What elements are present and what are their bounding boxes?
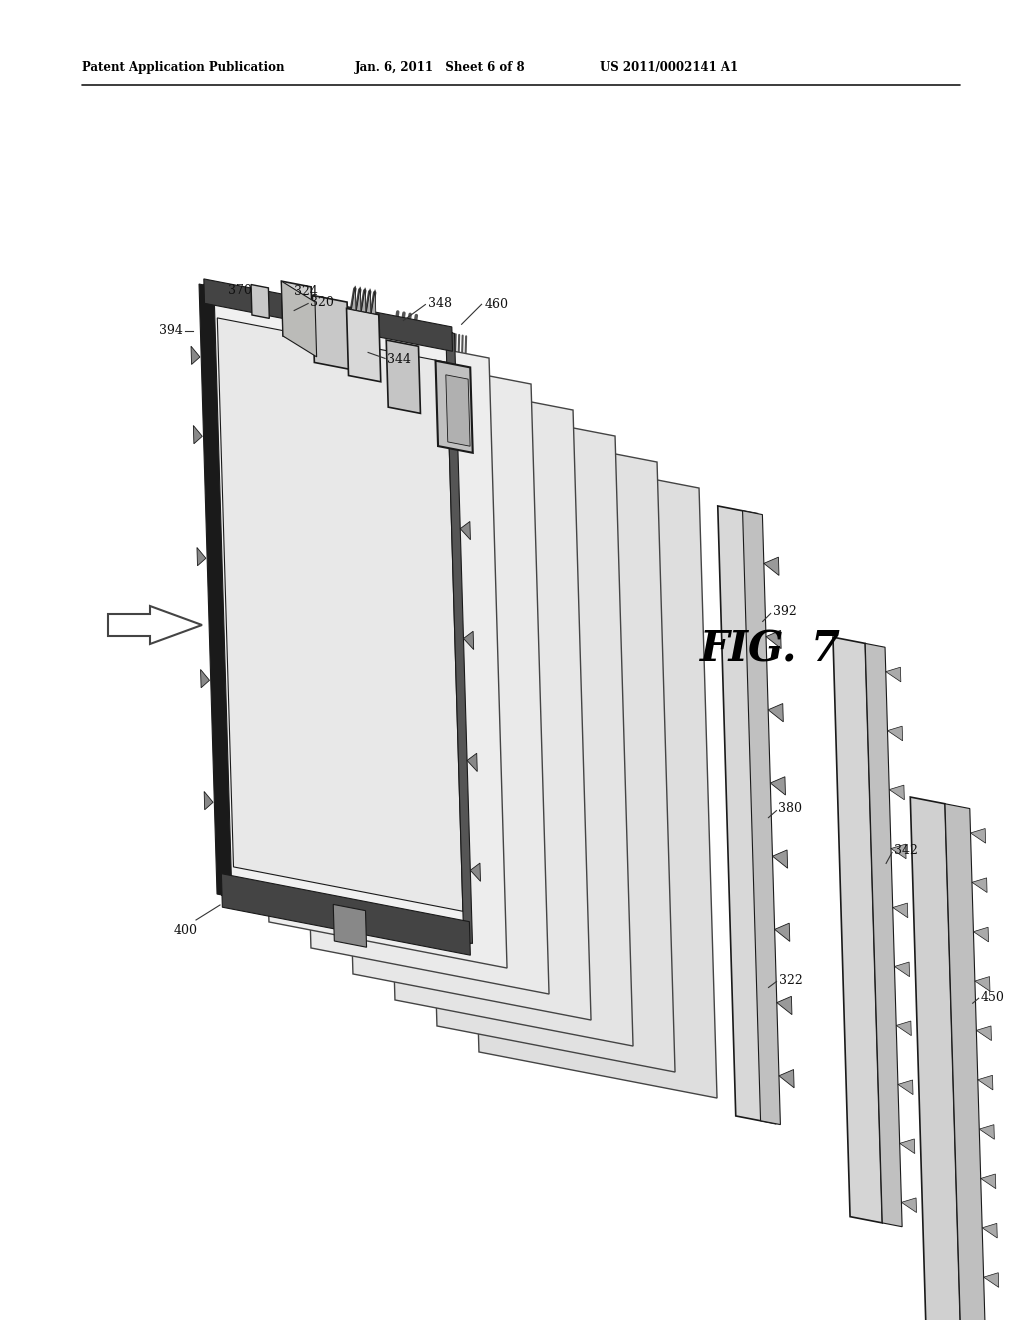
Polygon shape <box>764 557 779 576</box>
Text: 348: 348 <box>428 297 453 310</box>
Polygon shape <box>464 631 474 649</box>
Polygon shape <box>894 962 909 977</box>
Polygon shape <box>901 1199 916 1213</box>
Polygon shape <box>197 548 206 566</box>
Polygon shape <box>772 850 787 869</box>
Polygon shape <box>865 643 902 1226</box>
Polygon shape <box>768 704 783 722</box>
Polygon shape <box>356 286 360 312</box>
Polygon shape <box>194 425 203 444</box>
Text: 322: 322 <box>778 974 802 987</box>
Polygon shape <box>888 726 902 741</box>
Polygon shape <box>886 667 901 682</box>
Polygon shape <box>251 312 507 968</box>
Polygon shape <box>984 1272 998 1287</box>
Polygon shape <box>889 785 904 800</box>
Text: 342: 342 <box>894 843 918 857</box>
Polygon shape <box>204 279 453 351</box>
Text: 394: 394 <box>159 325 182 338</box>
Polygon shape <box>419 416 675 1072</box>
Polygon shape <box>293 338 549 994</box>
Polygon shape <box>351 286 356 310</box>
Polygon shape <box>978 1076 993 1090</box>
Polygon shape <box>199 284 231 896</box>
Polygon shape <box>910 797 963 1320</box>
Polygon shape <box>201 669 210 688</box>
Polygon shape <box>457 417 467 436</box>
Polygon shape <box>204 285 470 942</box>
Polygon shape <box>312 296 349 370</box>
Polygon shape <box>445 375 470 446</box>
Polygon shape <box>470 863 480 882</box>
Polygon shape <box>377 389 633 1045</box>
Polygon shape <box>742 511 780 1125</box>
Polygon shape <box>435 360 473 453</box>
Polygon shape <box>361 288 366 312</box>
Polygon shape <box>891 843 906 859</box>
Text: 344: 344 <box>387 352 411 366</box>
Polygon shape <box>346 309 381 381</box>
Text: Patent Application Publication: Patent Application Publication <box>82 62 285 74</box>
Polygon shape <box>779 1069 794 1088</box>
Polygon shape <box>445 331 472 944</box>
Polygon shape <box>282 281 316 356</box>
Polygon shape <box>975 977 990 991</box>
Text: 392: 392 <box>773 605 797 618</box>
Polygon shape <box>971 829 986 843</box>
Polygon shape <box>898 1080 913 1094</box>
Polygon shape <box>282 281 312 342</box>
Polygon shape <box>945 804 987 1320</box>
Text: 370: 370 <box>227 284 252 297</box>
Polygon shape <box>204 792 213 809</box>
Text: 400: 400 <box>174 924 198 936</box>
Polygon shape <box>893 903 908 917</box>
Polygon shape <box>718 506 775 1123</box>
Polygon shape <box>367 289 371 313</box>
Polygon shape <box>467 754 477 772</box>
Polygon shape <box>335 364 591 1020</box>
Polygon shape <box>766 631 781 648</box>
Polygon shape <box>979 1125 994 1139</box>
Polygon shape <box>191 346 200 364</box>
Polygon shape <box>972 878 987 892</box>
Polygon shape <box>900 1139 914 1154</box>
Text: 450: 450 <box>981 991 1005 1003</box>
Text: Jan. 6, 2011   Sheet 6 of 8: Jan. 6, 2011 Sheet 6 of 8 <box>355 62 525 74</box>
Polygon shape <box>108 606 202 644</box>
Polygon shape <box>333 904 367 948</box>
Polygon shape <box>896 1020 911 1036</box>
Polygon shape <box>777 997 792 1015</box>
Text: 380: 380 <box>778 803 803 816</box>
Text: 320: 320 <box>310 296 334 309</box>
Polygon shape <box>974 927 988 942</box>
Polygon shape <box>386 341 421 413</box>
Text: 324: 324 <box>294 285 317 298</box>
Polygon shape <box>372 289 376 314</box>
Polygon shape <box>982 1224 997 1238</box>
Polygon shape <box>976 1026 991 1040</box>
Polygon shape <box>833 638 883 1222</box>
Polygon shape <box>221 874 470 956</box>
Polygon shape <box>460 521 470 540</box>
Text: 460: 460 <box>484 298 509 310</box>
Polygon shape <box>217 318 463 911</box>
Polygon shape <box>774 923 790 941</box>
Text: US 2011/0002141 A1: US 2011/0002141 A1 <box>600 62 738 74</box>
Polygon shape <box>461 442 717 1098</box>
Polygon shape <box>981 1173 995 1188</box>
Text: FIG. 7: FIG. 7 <box>700 630 841 671</box>
Polygon shape <box>770 776 785 795</box>
Polygon shape <box>251 285 269 318</box>
